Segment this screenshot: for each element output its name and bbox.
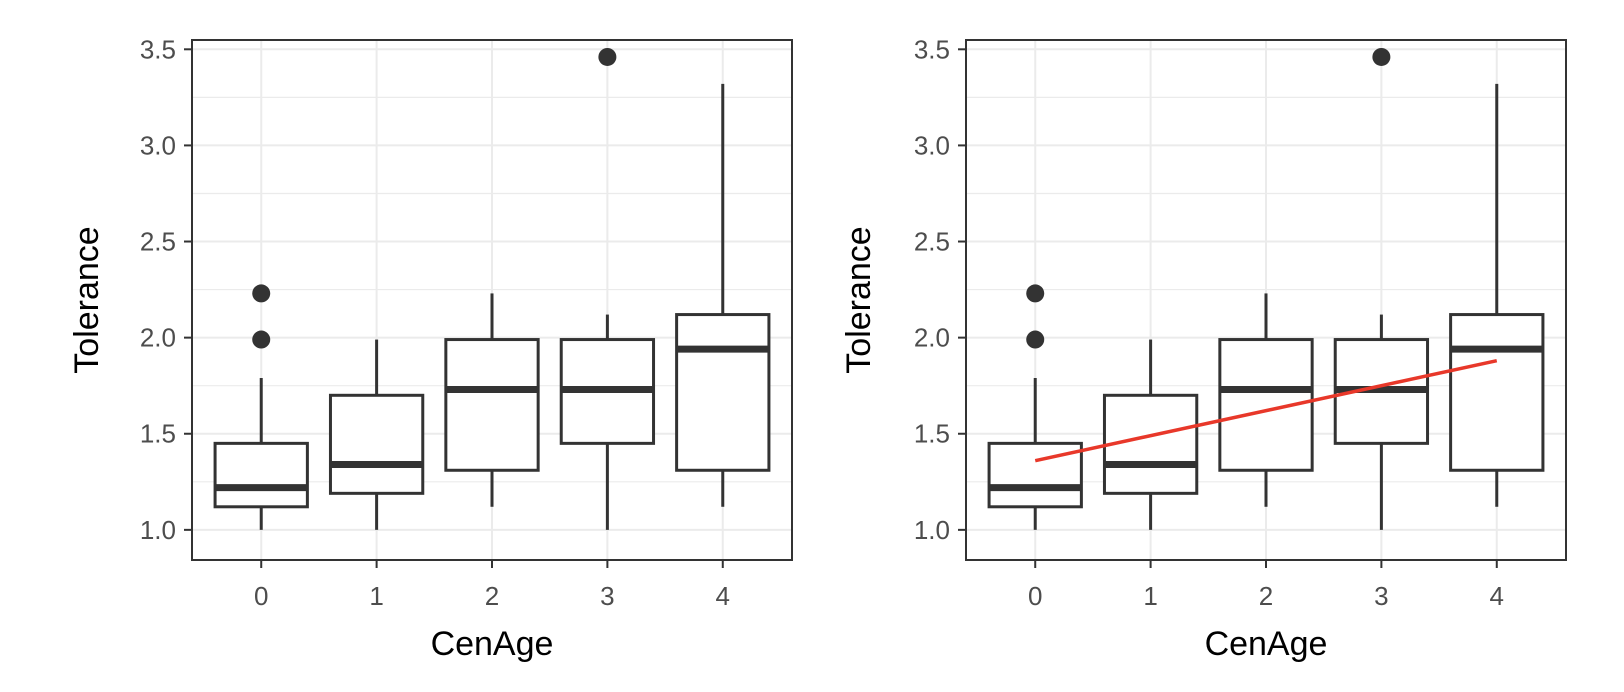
- box-iqr: [444, 338, 540, 472]
- box-category-4: [1449, 83, 1545, 507]
- outlier-point: [252, 284, 271, 303]
- box-iqr: [1449, 313, 1545, 472]
- x-tick-label: 3: [1374, 581, 1388, 611]
- x-tick-label: 1: [369, 581, 383, 611]
- y-tick-label: 1.0: [140, 515, 176, 545]
- box-iqr: [213, 441, 309, 509]
- y-tick-label: 1.5: [914, 419, 950, 449]
- x-tick-label: 4: [1490, 581, 1504, 611]
- y-tick-label: 3.0: [914, 130, 950, 160]
- y-axis-title: Tolerance: [68, 226, 106, 373]
- x-tick-label: 1: [1143, 581, 1157, 611]
- y-tick-label: 2.0: [140, 323, 176, 353]
- x-tick-label: 3: [600, 581, 614, 611]
- y-tick-label: 3.5: [914, 34, 950, 64]
- outlier-point: [1026, 330, 1045, 349]
- box-category-3: [559, 47, 656, 530]
- outlier-point: [1026, 284, 1045, 303]
- x-tick-label: 0: [1028, 581, 1042, 611]
- box-category-2: [444, 293, 540, 507]
- box-category-0: [213, 284, 309, 530]
- box-category-1: [328, 339, 425, 530]
- y-tick-label: 2.5: [140, 227, 176, 257]
- y-axis-title: Tolerance: [840, 226, 878, 373]
- right-boxplot-panel: 1.0 1.5 2.0 2.5 3.0 3.5 0 1 2 3 4 CenAge Tolerance: [840, 34, 1567, 663]
- left-boxplot-panel: 1.0 1.5 2.0 2.5 3.0 3.5 0 1 2 3 4 CenAge Tolerance: [68, 34, 793, 663]
- box-iqr: [328, 393, 425, 495]
- y-tick-label: 3.5: [140, 34, 176, 64]
- box-category-4: [675, 83, 771, 507]
- trend-line: [1034, 358, 1498, 463]
- box-category-1: [1102, 339, 1199, 530]
- box-iqr: [675, 313, 771, 472]
- outlier-point: [1372, 47, 1391, 66]
- x-axis-title: CenAge: [431, 625, 554, 663]
- x-axis-title: CenAge: [1205, 625, 1328, 663]
- y-tick-label: 2.5: [914, 227, 950, 257]
- x-tick-label: 4: [716, 581, 730, 611]
- x-tick-label: 0: [254, 581, 268, 611]
- x-tick-label: 2: [1259, 581, 1273, 611]
- x-tick-label: 2: [485, 581, 499, 611]
- y-tick-label: 1.5: [140, 419, 176, 449]
- y-tick-label: 3.0: [140, 130, 176, 160]
- y-tick-label: 1.0: [914, 515, 950, 545]
- outlier-point: [598, 47, 617, 66]
- outlier-point: [252, 330, 271, 349]
- y-tick-label: 2.0: [914, 323, 950, 353]
